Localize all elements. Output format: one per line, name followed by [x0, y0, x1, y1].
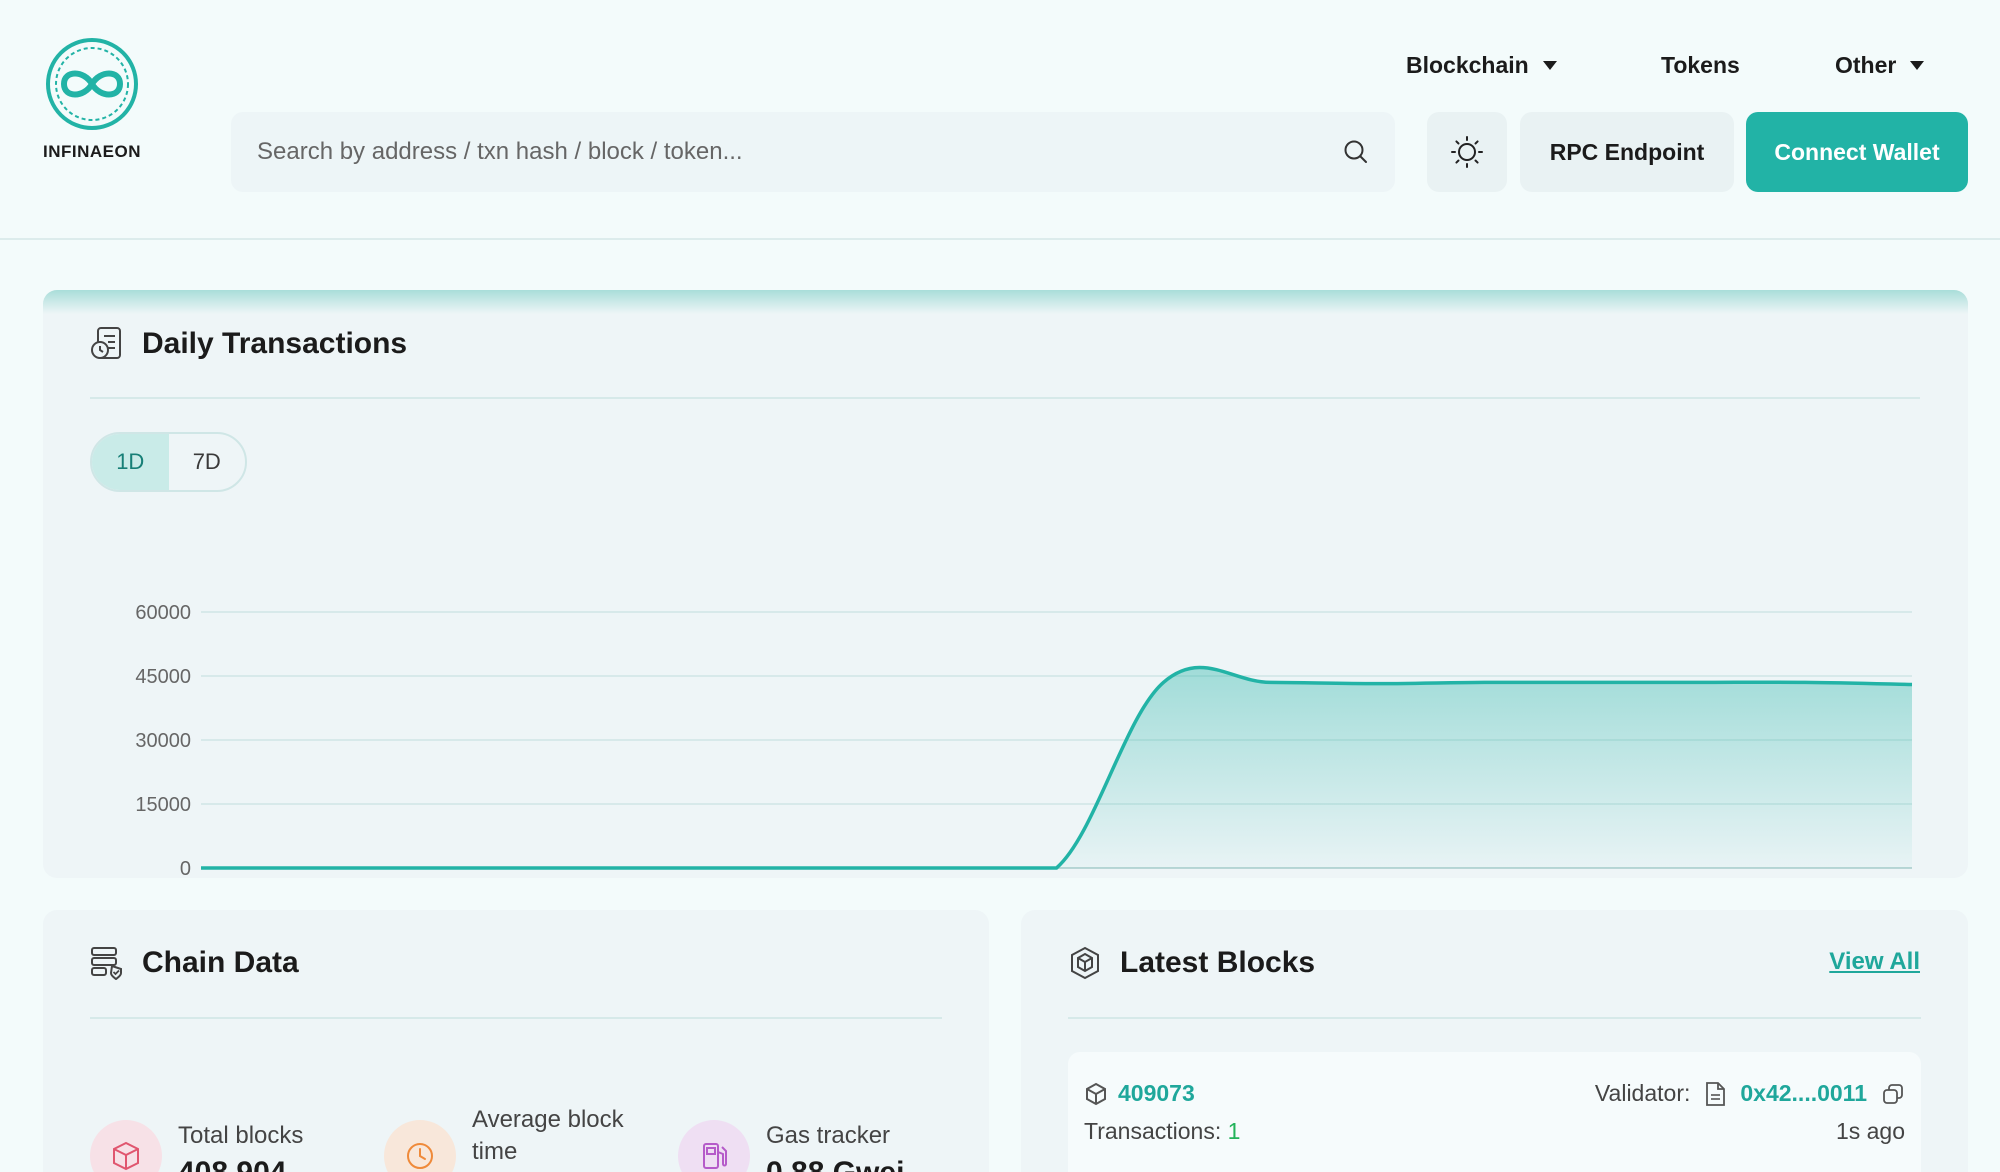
clock-icon [407, 1143, 433, 1169]
chain-data-header: Chain Data [90, 946, 299, 980]
header: INFINAEON Blockchain Tokens Other [0, 0, 2000, 240]
validator-address[interactable]: 0x42....0011 [1740, 1080, 1867, 1106]
latest-blocks-header: Latest Blocks [1068, 946, 1315, 980]
search-input[interactable] [257, 138, 1343, 166]
daily-transactions-header: Daily Transactions [90, 326, 407, 362]
nav-blockchain-label: Blockchain [1406, 52, 1529, 78]
card-divider [90, 397, 1920, 399]
nav-other-label: Other [1835, 52, 1897, 78]
y-tick-label: 45000 [135, 666, 191, 688]
daily-transactions-card: Daily Transactions 1D 7D 0 15000 30000 4500… [43, 290, 1968, 878]
nav-tokens[interactable]: Tokens [1661, 52, 1740, 79]
cube-icon [113, 1141, 139, 1171]
rpc-endpoint-button[interactable]: RPC Endpoint [1520, 112, 1734, 192]
fuel-icon [703, 1143, 727, 1169]
stat-icon-wrap [678, 1120, 750, 1172]
blocks-icon [1071, 946, 1099, 980]
stat-icon-wrap [384, 1120, 456, 1172]
stat-label: Total blocks [178, 1122, 304, 1149]
block-number-text: 409073 [1118, 1080, 1195, 1106]
latest-blocks-title: Latest Blocks [1120, 946, 1316, 979]
chain-data-title: Chain Data [142, 946, 299, 979]
y-tick-label: 60000 [135, 602, 191, 624]
theme-toggle-button[interactable] [1427, 112, 1507, 192]
nav-blockchain[interactable]: Blockchain [1406, 52, 1557, 79]
card-divider [1068, 1017, 1921, 1019]
stat-total-blocks: Total blocks 408,904 [90, 1120, 303, 1172]
infinaeon-logo-icon [46, 38, 138, 130]
chain-data-card: Chain Data Total blocks 408,904 Average … [43, 910, 989, 1172]
latest-blocks-card: Latest Blocks View All 409073 Transactio… [1021, 910, 1968, 1172]
stat-label: Average block time [472, 1106, 624, 1165]
view-all-link[interactable]: View All [1829, 948, 1920, 975]
stat-text: Average block time [472, 1104, 652, 1172]
document-icon [1706, 1081, 1726, 1106]
transactions-label: Transactions: [1084, 1118, 1222, 1144]
y-tick-label: 15000 [135, 794, 191, 816]
caret-down-icon [1910, 61, 1925, 70]
copy-icon[interactable] [1881, 1082, 1905, 1106]
block-validator: Validator: 0x42....0011 [1595, 1080, 1905, 1107]
card-divider [90, 1017, 942, 1019]
search-icon[interactable] [1343, 139, 1369, 165]
top-nav: Blockchain Tokens Other [1300, 52, 1960, 88]
logo[interactable]: INFINAEON [40, 36, 144, 162]
block-number[interactable]: 409073 [1084, 1080, 1195, 1107]
block-row[interactable]: 409073 Transactions: 1 Validator: 0x42..… [1068, 1052, 1921, 1172]
transactions-doc-icon [91, 327, 121, 359]
range-toggle: 1D 7D [90, 432, 247, 492]
nav-other[interactable]: Other [1835, 52, 1925, 79]
chain-data-icon [91, 947, 122, 980]
y-tick-label: 30000 [135, 730, 191, 752]
caret-down-icon [1542, 61, 1557, 70]
stat-label: Gas tracker [766, 1122, 891, 1149]
stat-text: Total blocks 408,904 [178, 1120, 303, 1172]
connect-wallet-button[interactable]: Connect Wallet [1746, 112, 1968, 192]
stat-gas-tracker: Gas tracker 0.88 Gwei [678, 1120, 904, 1172]
range-7d-button[interactable]: 7D [192, 449, 221, 474]
stat-value: 408,904 [178, 1156, 303, 1172]
daily-transactions-title: Daily Transactions [142, 327, 408, 360]
stat-text: Gas tracker 0.88 Gwei [766, 1120, 904, 1172]
sun-icon [1451, 136, 1483, 168]
search-bar [231, 112, 1395, 192]
stat-value: 0.88 Gwei [766, 1156, 904, 1172]
cube-icon [1086, 1082, 1106, 1105]
transactions-count: 1 [1227, 1118, 1241, 1144]
brand-name: INFINAEON [43, 142, 141, 161]
block-transactions: Transactions: 1 [1084, 1118, 1240, 1145]
y-tick-label: 0 [180, 858, 191, 878]
range-1d-button[interactable]: 1D [92, 434, 169, 490]
series-line [201, 665, 1913, 870]
block-age: 1s ago [1835, 1118, 1905, 1144]
nav-tokens-label: Tokens [1661, 52, 1740, 78]
validator-label: Validator: [1594, 1080, 1691, 1106]
stat-icon-wrap [90, 1120, 162, 1172]
stat-average-block-time: Average block time [384, 1104, 652, 1172]
series-area [201, 667, 1912, 868]
